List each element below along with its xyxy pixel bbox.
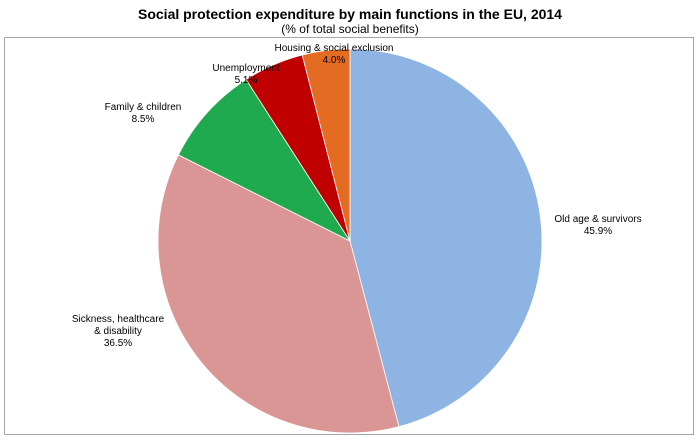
slice-label: Housing & social exclusion 4.0% <box>275 43 394 66</box>
slice-name-label: Unemployment <box>212 63 279 74</box>
slice-name-label: Family & children <box>105 102 182 113</box>
slice-label: Family & children 8.5% <box>105 102 182 125</box>
slice-value-label: 45.9% <box>584 226 612 237</box>
slice-name-label: Sickness, healthcare <box>72 314 165 325</box>
pie-slice <box>157 154 400 434</box>
pie-slice <box>349 48 543 428</box>
plot-frame <box>4 37 694 435</box>
slice-value-label: 8.5% <box>132 114 155 125</box>
pie-slice <box>177 78 352 243</box>
pie-slice <box>301 48 351 242</box>
slice-value-label: 4.0% <box>323 55 346 66</box>
slice-value-label: 36.5% <box>104 338 132 349</box>
chart-title: Social protection expenditure by main fu… <box>138 6 562 22</box>
slice-label: Unemployment 5.1% <box>212 63 279 86</box>
chart-subtitle: (% of total social benefits) <box>281 22 419 36</box>
slice-name-label: & disability <box>94 326 142 337</box>
slice-name-label: Housing & social exclusion <box>275 43 394 54</box>
slice-name-label: Old age & survivors <box>554 214 641 225</box>
slice-label: Old age & survivors 45.9% <box>554 214 641 237</box>
slice-label: Sickness, healthcare & disability 36.5% <box>72 314 165 349</box>
slice-value-label: 5.1% <box>235 75 258 86</box>
